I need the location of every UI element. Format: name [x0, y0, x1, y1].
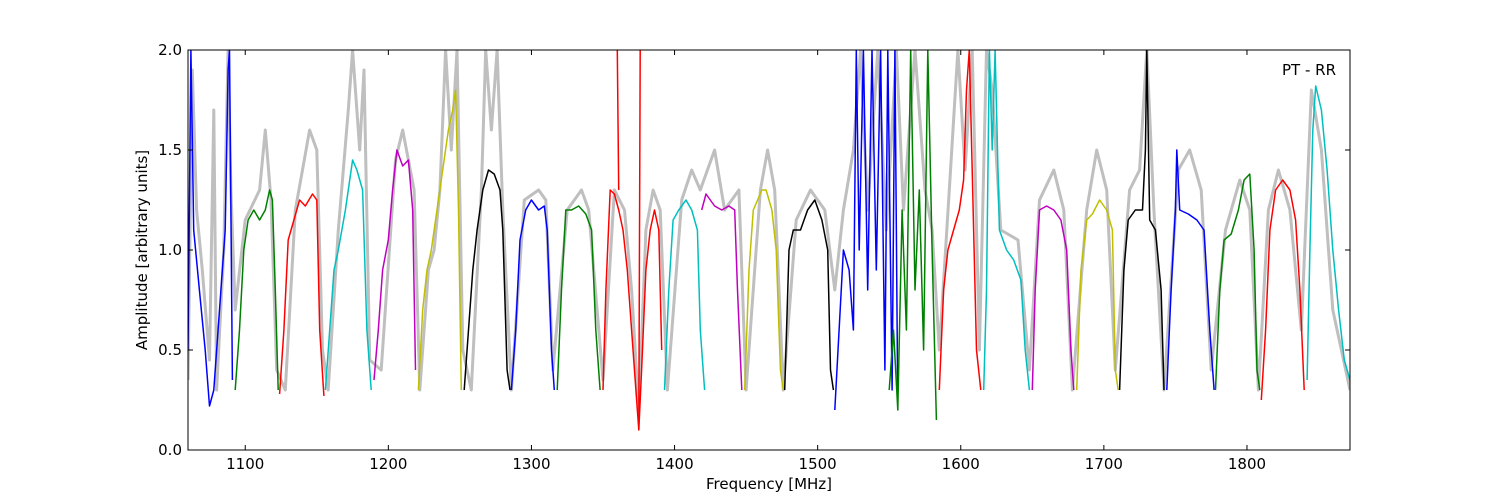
x-tick-label: 1800 [1228, 455, 1266, 473]
y-tick-label: 1.0 [158, 241, 182, 259]
series-line-11 [638, 50, 641, 431]
x-axis-label: Frequency [MHz] [706, 475, 832, 493]
series-line-9 [556, 205, 601, 391]
series-line-21 [1031, 205, 1075, 391]
series-line-8 [510, 199, 556, 391]
series-line-22 [1075, 199, 1119, 391]
x-tick-label: 1200 [369, 455, 407, 473]
series-line-20 [982, 50, 1031, 391]
panel-annotation: PT - RR [1282, 61, 1336, 79]
x-tick-label: 1300 [512, 455, 550, 473]
series-line-16 [783, 199, 835, 391]
series-layer [188, 50, 1350, 431]
x-tick-label: 1100 [226, 455, 264, 473]
series-line-15 [743, 189, 785, 391]
series-line-7 [463, 169, 511, 391]
series-line-23 [1118, 50, 1165, 391]
series-line-26 [1260, 179, 1305, 401]
y-tick-label: 2.0 [158, 41, 182, 59]
background-line [188, 50, 1350, 412]
series-line-2 [234, 189, 279, 391]
series-line-6 [417, 89, 463, 391]
series-line-25 [1214, 173, 1261, 391]
series-line-19 [938, 50, 982, 391]
series-line-10 [602, 189, 663, 431]
series-line-27 [1306, 85, 1350, 381]
x-axis-ticks: 1100 1200 1300 1400 1500 1600 1700 1800 [226, 50, 1266, 473]
y-tick-label: 0.5 [158, 341, 182, 359]
y-axis-ticks: 0.0 0.5 1.0 1.5 2.0 [158, 41, 1350, 459]
series-line-17 [834, 50, 899, 411]
x-tick-label: 1400 [655, 455, 693, 473]
series-line-1 [188, 50, 234, 407]
y-tick-label: 0.0 [158, 441, 182, 459]
series-line-4 [324, 159, 372, 391]
y-axis-label: Amplitude [arbitrary units] [133, 150, 151, 350]
series-line-24 [1166, 149, 1215, 391]
y-tick-label: 1.5 [158, 141, 182, 159]
x-tick-label: 1500 [799, 455, 837, 473]
background-spectrum [188, 50, 1350, 412]
series-line-18 [888, 50, 938, 421]
x-tick-label: 1600 [942, 455, 980, 473]
series-line-5 [373, 149, 417, 381]
series-line-13 [663, 199, 706, 391]
x-tick-label: 1700 [1085, 455, 1123, 473]
series-line-3 [278, 193, 325, 397]
series-line-12 [616, 50, 620, 191]
series-line-14 [700, 193, 743, 391]
